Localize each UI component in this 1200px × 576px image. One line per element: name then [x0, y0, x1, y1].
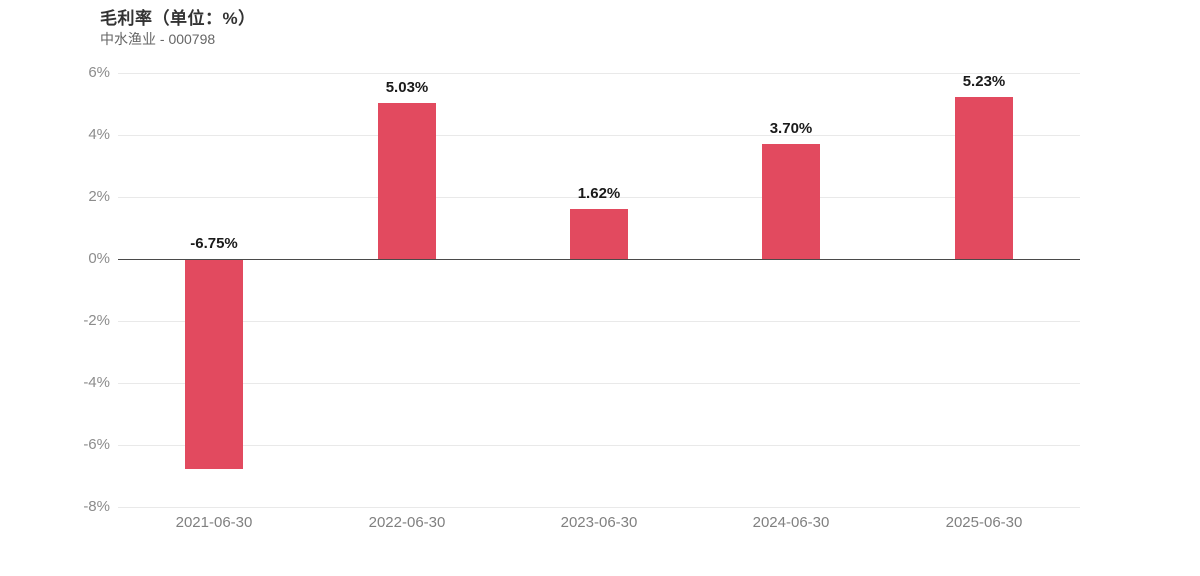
chart-title: 毛利率（单位：%） — [100, 9, 256, 28]
y-tick-label: 6% — [88, 64, 110, 81]
y-tick-label: -8% — [83, 498, 110, 515]
y-tick-label: 2% — [88, 188, 110, 205]
y-tick-label: -4% — [83, 374, 110, 391]
bar-value-label: 5.23% — [962, 73, 1006, 90]
bar[interactable] — [762, 144, 820, 259]
gridline — [118, 321, 1080, 322]
bar-value-label: 3.70% — [769, 120, 813, 137]
x-tick-label: 2021-06-30 — [175, 514, 253, 531]
x-tick-label: 2025-06-30 — [945, 514, 1023, 531]
bar-value-label: 5.03% — [385, 79, 429, 96]
bar-value-label: 1.62% — [577, 185, 621, 202]
gridline — [118, 135, 1080, 136]
chart-subtitle: 中水渔业 - 000798 — [100, 31, 216, 47]
bar[interactable] — [378, 103, 436, 259]
x-tick-label: 2022-06-30 — [368, 514, 446, 531]
gridline — [118, 507, 1080, 508]
zero-axis-line — [118, 259, 1080, 260]
bar[interactable] — [185, 260, 243, 469]
y-tick-label: -6% — [83, 436, 110, 453]
gridline — [118, 383, 1080, 384]
y-tick-label: -2% — [83, 312, 110, 329]
bar[interactable] — [570, 209, 628, 259]
x-tick-label: 2023-06-30 — [560, 514, 638, 531]
bar-value-label: -6.75% — [190, 235, 238, 252]
gridline — [118, 445, 1080, 446]
gridline — [118, 73, 1080, 74]
bar[interactable] — [955, 97, 1013, 259]
y-tick-label: 0% — [88, 250, 110, 267]
y-tick-label: 4% — [88, 126, 110, 143]
x-tick-label: 2024-06-30 — [752, 514, 830, 531]
gridline — [118, 197, 1080, 198]
